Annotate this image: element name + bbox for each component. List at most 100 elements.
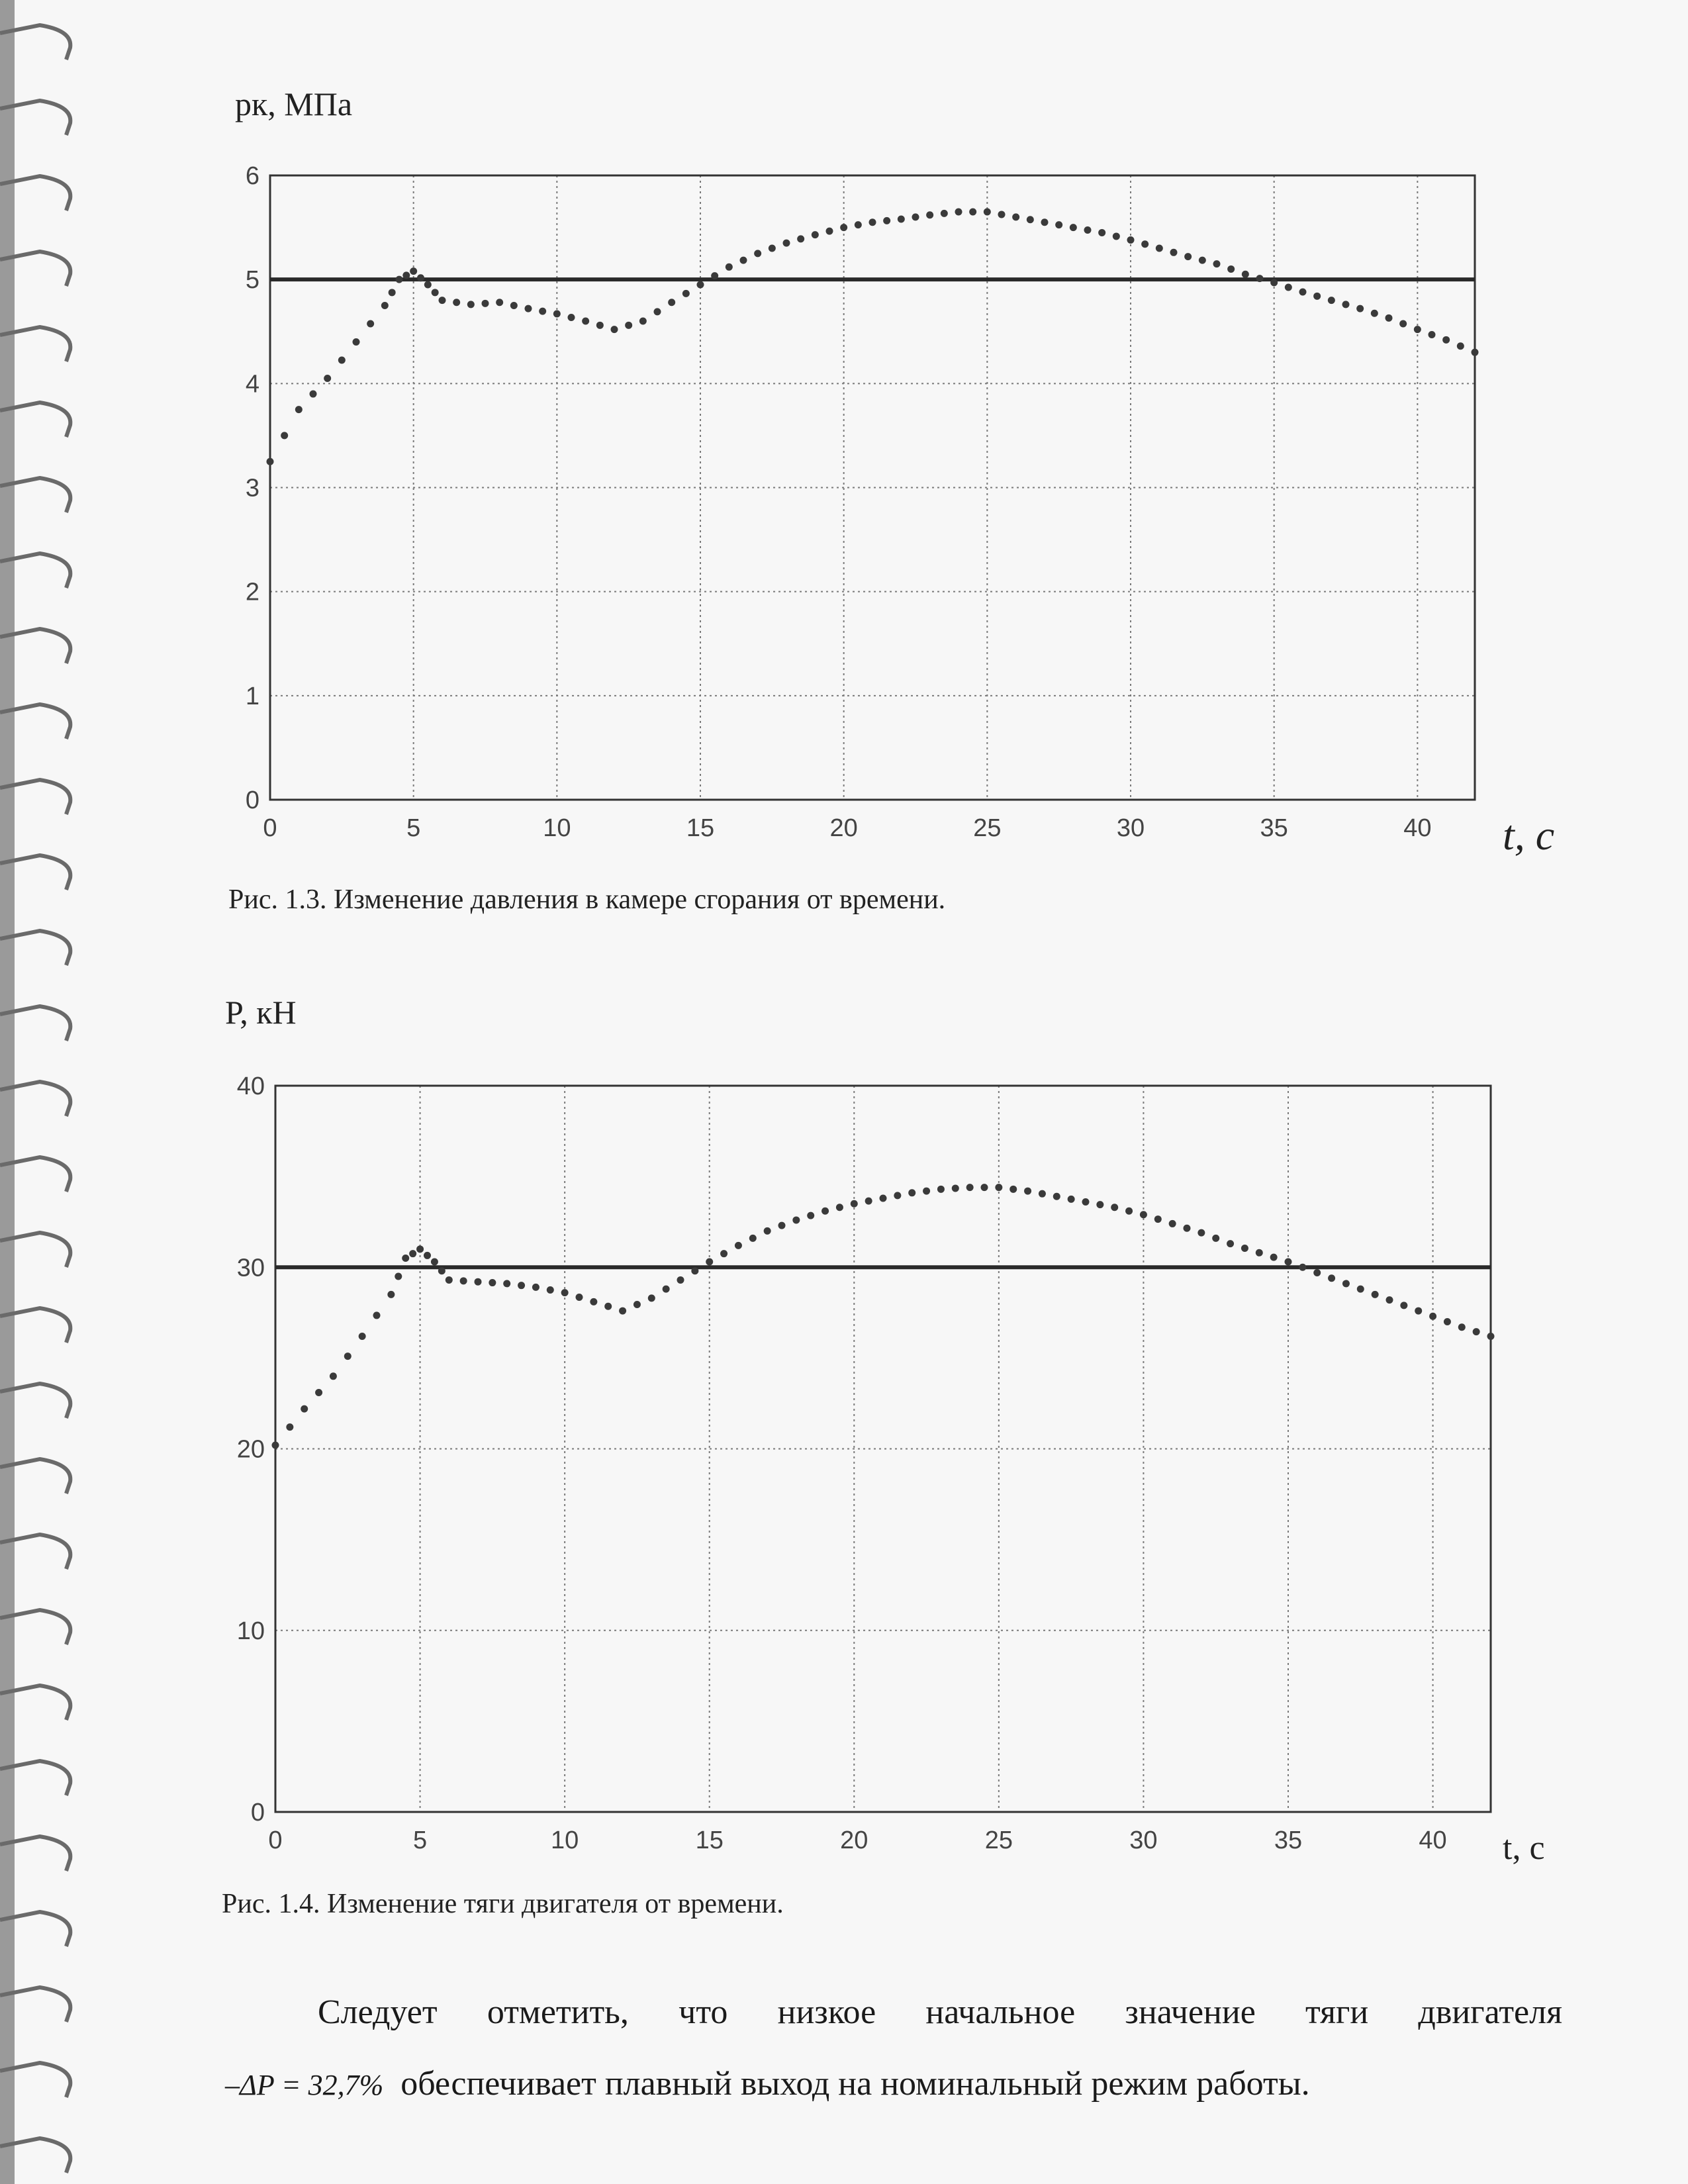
chart1-data-point — [1198, 256, 1206, 264]
chart1-x-tick-label: 25 — [973, 814, 1001, 842]
chart2-data-point — [691, 1267, 699, 1275]
binding-loop — [0, 928, 73, 966]
paragraph-line-2-text: обеспечивает плавный выход на номинальны… — [400, 2065, 1310, 2103]
chart1-data-point — [682, 289, 690, 297]
chart1-data-point — [567, 314, 575, 322]
chart2-data-point — [1038, 1190, 1046, 1198]
chart1-y-tick-label: 3 — [246, 475, 259, 502]
chart1-data-point — [1471, 348, 1479, 356]
chart1-data-point — [739, 256, 747, 264]
spiral-binding — [0, 0, 73, 2184]
chart1-data-point — [897, 215, 905, 223]
chart1-data-point — [1084, 226, 1092, 234]
chart2-data-point — [590, 1298, 598, 1306]
chart2-x-tick-label: 20 — [840, 1827, 868, 1854]
chart1-data-point — [324, 374, 332, 382]
chart1-data-point — [1399, 320, 1407, 328]
chart1-data-point — [854, 221, 862, 229]
chart1-data-point — [883, 216, 891, 224]
chart2-data-point — [763, 1227, 771, 1235]
chart2-y-tick-label: 20 — [237, 1436, 265, 1464]
chart1-data-point — [668, 299, 676, 307]
chart2-data-point — [489, 1279, 496, 1287]
chart2-data-point — [1443, 1318, 1451, 1326]
chart1-data-point — [1456, 342, 1464, 350]
chart1-data-point — [1256, 275, 1264, 283]
chart1-data-point — [424, 281, 432, 289]
chart2-data-point — [546, 1286, 554, 1294]
binding-loop — [0, 1381, 73, 1419]
chart1-data-point — [1127, 236, 1135, 244]
binding-loop — [0, 1909, 73, 1947]
chart1-x-tick-label: 40 — [1403, 814, 1431, 842]
chart2-y-tick-label: 10 — [237, 1617, 265, 1645]
chart1-data-point — [1069, 224, 1077, 232]
chart1-y-tick-label: 1 — [246, 683, 259, 710]
binding-loop — [0, 1456, 73, 1494]
binding-loop — [0, 1004, 73, 1041]
chart2-data-point — [409, 1250, 417, 1258]
chart1-y-tick-label: 5 — [246, 266, 259, 294]
binding-loop — [0, 249, 73, 287]
chart1-data-point — [1112, 232, 1120, 240]
chart2-data-point — [1328, 1274, 1336, 1282]
chart1-y-tick-label: 0 — [246, 786, 259, 814]
chart2-x-axis-label: t, c — [1503, 1829, 1545, 1867]
chart1-x-tick-label: 10 — [543, 814, 571, 842]
binding-loop — [0, 1230, 73, 1268]
binding-loop — [0, 1155, 73, 1192]
chart1-data-point — [582, 317, 590, 325]
chart1-data-point — [1270, 279, 1278, 287]
chart2-data-point — [1227, 1240, 1235, 1248]
chart2-data-point — [575, 1294, 583, 1302]
chart2-data-point — [662, 1285, 670, 1293]
chart2-data-point — [1487, 1332, 1495, 1340]
chart1-data-point — [912, 213, 919, 221]
chart2-data-point — [518, 1282, 526, 1290]
chart2-data-point — [1342, 1280, 1350, 1288]
chart1-data-point — [926, 211, 934, 219]
chart1-data-point — [1428, 330, 1436, 338]
chart2-data-point — [424, 1251, 431, 1259]
chart1-data-point — [1313, 292, 1321, 300]
chart1-x-tick-label: 20 — [830, 814, 858, 842]
chart1-data-point — [969, 208, 977, 216]
chart2-data-point — [1400, 1302, 1408, 1309]
chart2-data-point — [1139, 1211, 1147, 1219]
chart2-data-point — [373, 1311, 381, 1319]
chart1-data-point — [352, 338, 360, 346]
chart2-data-point — [1472, 1328, 1480, 1336]
chart1-data-point — [768, 244, 776, 252]
chart1-data-point — [1227, 265, 1235, 273]
chart1-data-point — [388, 289, 396, 297]
chart2-data-point — [966, 1184, 974, 1192]
chart2-data-point — [1241, 1244, 1248, 1252]
binding-loop — [0, 2136, 73, 2173]
binding-loop — [0, 1532, 73, 1570]
binding-loop — [0, 324, 73, 362]
chart1-data-point — [431, 289, 439, 297]
chart2-data-point — [1255, 1249, 1263, 1257]
binding-loop — [0, 626, 73, 664]
chart1-y-tick-label: 6 — [246, 162, 259, 190]
paragraph-line-2: –ΔP = 32,7% обеспечивает плавный выход н… — [225, 2064, 1310, 2103]
chart2-data-point — [1154, 1215, 1162, 1223]
chart2-data-point — [1313, 1268, 1321, 1276]
chart2-data-point — [395, 1272, 402, 1280]
chart1-data-point — [610, 326, 618, 334]
chart1-data-point — [868, 218, 876, 226]
chart2-data-point — [286, 1423, 294, 1431]
chart2-data-point — [301, 1405, 308, 1413]
chart1-data-point — [438, 297, 446, 305]
chart1-data-point — [1155, 244, 1163, 252]
chart2-data-point — [1125, 1207, 1133, 1215]
chart2-data-point — [315, 1388, 323, 1396]
chart2-data-point — [1270, 1253, 1278, 1261]
chart2-data-point — [778, 1221, 786, 1229]
chart1-data-point — [481, 299, 489, 307]
chart1-y-tick-label: 2 — [246, 579, 259, 606]
chart1-data-point — [367, 320, 375, 328]
binding-loop — [0, 98, 73, 136]
